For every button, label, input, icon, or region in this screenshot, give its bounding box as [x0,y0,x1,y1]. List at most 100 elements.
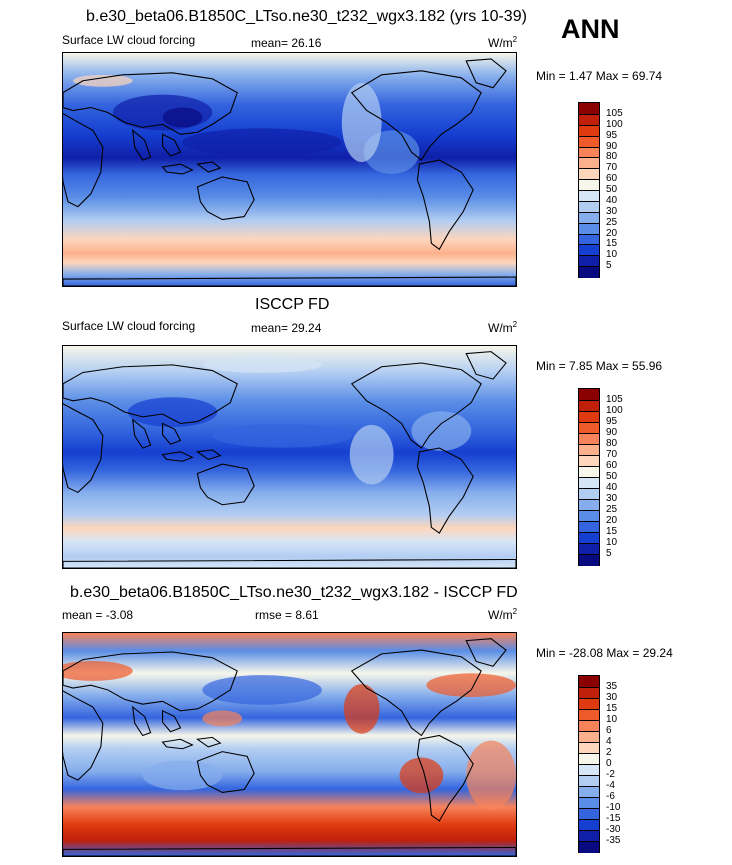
colorbar-swatch [579,819,599,831]
colorbar-tick-label: 80 [606,438,618,449]
panel2-colorbar [578,388,600,566]
colorbar-tick-label: 105 [606,394,623,405]
colorbar-tick-label: 100 [606,405,623,416]
panel2-variable-label: Surface LW cloud forcing [62,319,196,333]
panel3-colorbar [578,675,600,853]
colorbar-swatch [579,233,599,245]
colorbar-swatch [579,775,599,787]
colorbar-tick-label: -35 [606,835,621,846]
colorbar-swatch [579,157,599,169]
colorbar-swatch [579,266,599,278]
colorbar-swatch [579,200,599,213]
colorbar-tick-label: 50 [606,471,618,482]
panel2-mean-label: mean= 29.24 [251,321,322,335]
colorbar-swatch [579,753,599,765]
colorbar-tick-label: -6 [606,791,615,802]
colorbar-tick-label: 5 [606,548,612,559]
colorbar-tick-label: 100 [606,118,623,130]
colorbar-tick-label: 95 [606,416,618,427]
colorbar-swatch [579,786,599,798]
colorbar-swatch [579,687,599,699]
panel1-model-map [62,52,517,287]
colorbar-swatch [579,433,599,445]
colorbar-swatch [579,389,599,401]
colorbar-swatch [579,411,599,423]
colorbar-tick-label: 25 [606,504,618,515]
colorbar-tick-label: 20 [606,515,618,526]
colorbar-swatch [579,532,599,544]
colorbar-swatch [579,255,599,267]
colorbar-tick-label: 105 [606,107,623,119]
colorbar-tick-label: -4 [606,780,615,791]
colorbar-tick-label: 70 [606,162,618,174]
colorbar-tick-label: 15 [606,526,618,537]
colorbar-tick-label: 15 [606,703,618,714]
colorbar-tick-label: 10 [606,249,618,261]
colorbar-tick-label: 90 [606,427,618,438]
colorbar-swatch [579,179,599,191]
colorbar-tick-label: 25 [606,216,618,228]
diff-title: b.e30_beta06.B1850C_LTso.ne30_t232_wgx3.… [70,584,518,601]
colorbar-swatch [579,455,599,467]
colorbar-tick-label: 50 [606,184,618,195]
colorbar-tick-label: 30 [606,692,618,703]
colorbar-tick-label: 10 [606,714,618,725]
colorbar-tick-label: 30 [606,493,618,504]
colorbar-swatch [579,499,599,511]
colorbar-tick-label: 40 [606,194,618,206]
colorbar-swatch [579,731,599,743]
panel3-units: W/m2 [488,607,518,622]
colorbar-swatch [579,135,599,147]
panel1-minmax: Min = 1.47 Max = 69.74 [536,69,663,83]
model-case-title: b.e30_beta06.B1850C_LTso.ne30_t232_wgx3.… [86,8,527,25]
colorbar-tick-label: 60 [606,173,618,185]
colorbar-swatch [579,510,599,522]
panel3-rmse-label: rmse = 8.61 [255,608,319,622]
colorbar-tick-label: 6 [606,725,612,736]
panel1-mean-label: mean= 26.16 [251,36,322,50]
colorbar-tick-label: 95 [606,129,618,141]
colorbar-swatch [579,422,599,434]
colorbar-tick-label: 60 [606,460,618,471]
panel2-obs-map [62,345,517,569]
panel1-colorbar [578,102,600,278]
colorbar-tick-label: 80 [606,151,618,163]
season-label: ANN [561,14,620,44]
colorbar-swatch [579,830,599,842]
colorbar-tick-label: 4 [606,736,612,747]
colorbar-swatch [579,742,599,754]
colorbar-swatch [579,146,599,158]
colorbar-swatch [579,113,599,126]
colorbar-swatch [579,709,599,721]
colorbar-swatch [579,211,599,224]
panel3-minmax: Min = -28.08 Max = 29.24 [536,646,673,660]
colorbar-swatch [579,190,599,202]
colorbar-tick-label: -15 [606,813,621,824]
colorbar-swatch [579,444,599,456]
colorbar-swatch [579,222,599,234]
panel3-mean-label: mean = -3.08 [62,608,134,622]
colorbar-swatch [579,554,599,566]
colorbar-swatch [579,764,599,776]
colorbar-tick-label: 90 [606,140,618,152]
colorbar-swatch [579,543,599,555]
colorbar-swatch [579,808,599,820]
panel1-units: W/m2 [488,35,518,50]
colorbar-swatch [579,698,599,710]
colorbar-tick-label: 35 [606,681,618,692]
colorbar-tick-label: 15 [606,238,618,250]
colorbar-swatch [579,488,599,500]
colorbar-swatch [579,477,599,489]
colorbar-tick-label: 2 [606,747,612,758]
colorbar-swatch [579,124,599,137]
colorbar-swatch [579,797,599,809]
colorbar-swatch [579,676,599,688]
colorbar-tick-label: 5 [606,260,612,272]
colorbar-tick-label: -2 [606,769,615,780]
colorbar-swatch [579,103,599,115]
colorbar-tick-label: 20 [606,227,618,239]
colorbar-swatch [579,720,599,732]
colorbar-swatch [579,841,599,853]
colorbar-swatch [579,244,599,256]
colorbar-swatch [579,521,599,533]
